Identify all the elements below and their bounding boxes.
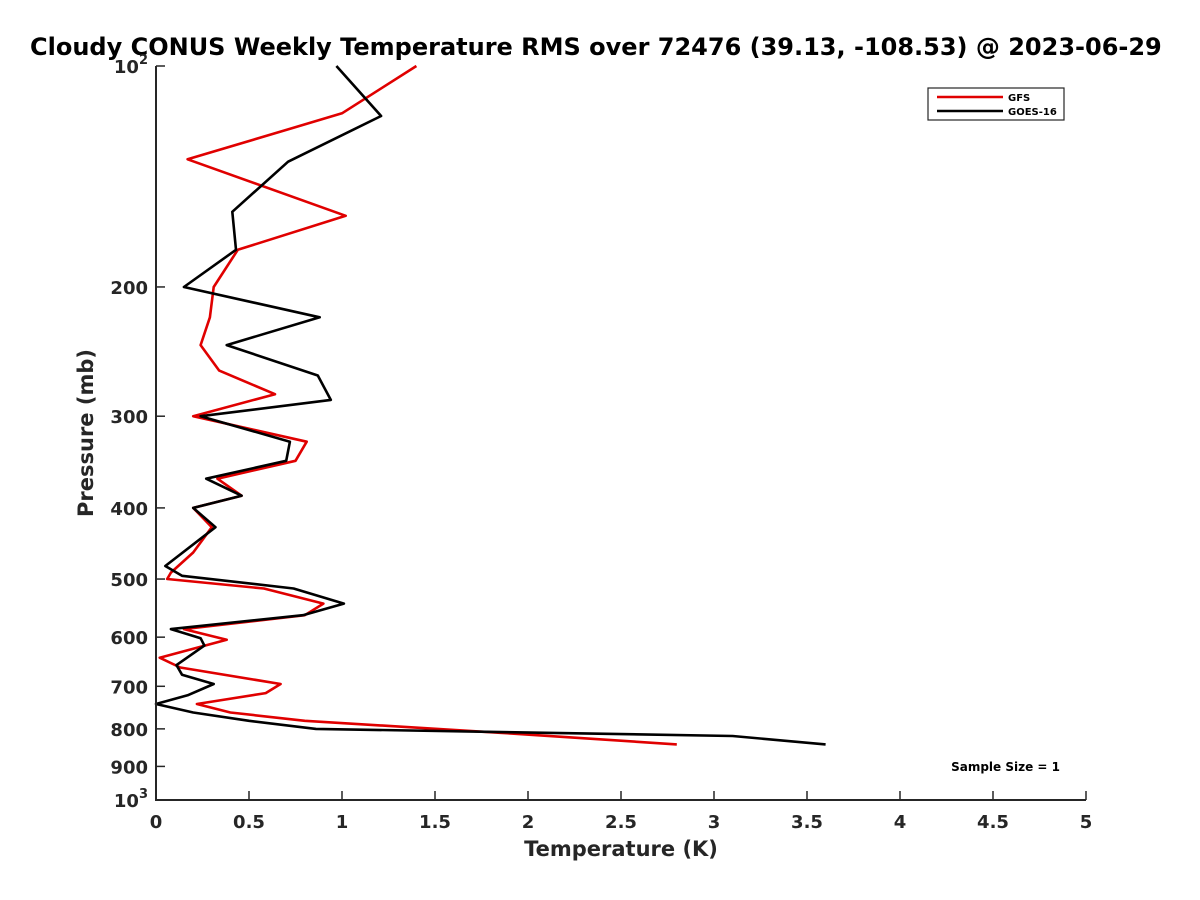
sample-size-annotation: Sample Size = 1 — [951, 760, 1060, 774]
y-tick-label: 600 — [110, 628, 148, 649]
series-line-goes-16 — [154, 65, 826, 746]
series-line-gfs — [158, 64, 677, 746]
y-tick-label: 700 — [110, 677, 148, 698]
legend-label: GOES-16 — [1008, 107, 1057, 118]
x-tick-label: 4.5 — [977, 812, 1009, 833]
x-tick-label: 2.5 — [605, 812, 637, 833]
ticks: 0 0.5 1 1.5 2 2.5 3 3.5 4 4.5 5 102 200 300 400 500 600 7… — [110, 53, 1092, 833]
x-tick-label: 1 — [336, 812, 349, 833]
y-tick-label: 500 — [110, 570, 148, 591]
y-tick-label: 102 — [114, 53, 148, 78]
x-tick-label: 0.5 — [233, 812, 265, 833]
x-tick-label: 3 — [708, 812, 721, 833]
y-tick-label: 200 — [110, 278, 148, 299]
axis-frame — [155, 66, 1086, 801]
x-tick-label: 3.5 — [791, 812, 823, 833]
chart-title: Cloudy CONUS Weekly Temperature RMS over… — [30, 33, 1162, 61]
x-tick-label: 5 — [1080, 812, 1093, 833]
y-tick-label: 900 — [110, 757, 148, 778]
legend-label: GFS — [1008, 93, 1030, 104]
x-tick-label: 2 — [522, 812, 535, 833]
y-tick-label: 103 — [114, 787, 148, 812]
y-tick-label: 400 — [110, 499, 148, 520]
x-axis-label: Temperature (K) — [524, 837, 718, 861]
axes — [155, 66, 1086, 801]
legend-box — [927, 87, 1065, 121]
x-tick-label: 4 — [894, 812, 907, 833]
plot-area — [154, 64, 826, 746]
y-tick-label: 300 — [110, 407, 148, 428]
legend: GFS GOES-16 — [927, 87, 1065, 121]
y-tick-label: 800 — [110, 720, 148, 741]
x-tick-label: 1.5 — [419, 812, 451, 833]
y-axis-label: Pressure (mb) — [74, 349, 98, 517]
x-tick-label: 0 — [150, 812, 163, 833]
